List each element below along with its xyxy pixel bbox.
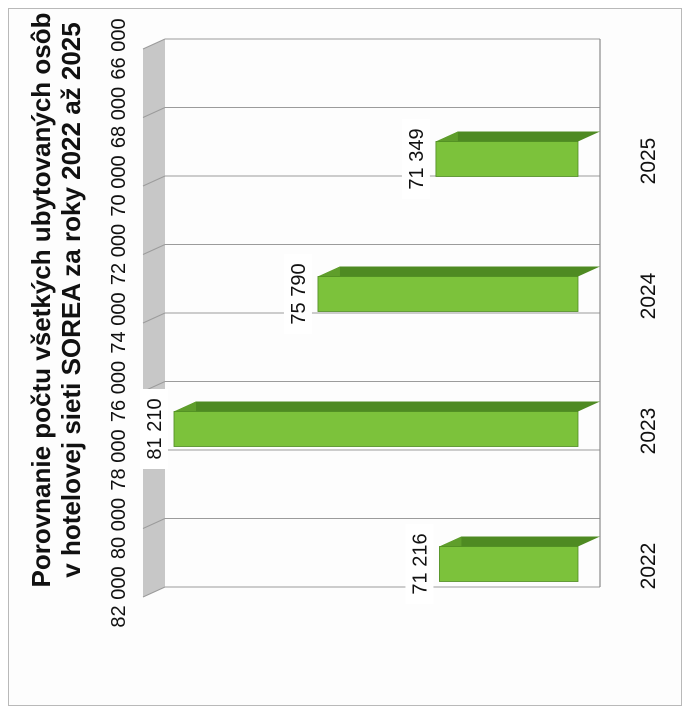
category-label: 2022 xyxy=(637,543,660,590)
category-label: 2024 xyxy=(637,272,660,319)
bar xyxy=(173,411,579,447)
value-tick-label: 74 000 xyxy=(108,292,130,353)
category-label: 2025 xyxy=(637,138,660,185)
bar xyxy=(317,276,579,312)
bar xyxy=(435,141,579,177)
data-label: 75 790 xyxy=(288,263,310,324)
value-tick-label: 82 000 xyxy=(108,566,130,627)
bar-top-face xyxy=(317,266,600,277)
chart-floor xyxy=(143,39,165,597)
bar-top-face xyxy=(439,536,600,547)
data-label-bg xyxy=(283,254,312,334)
data-label-bg xyxy=(139,389,168,469)
bar xyxy=(439,546,579,582)
category-label: 2023 xyxy=(637,408,660,455)
data-label-bg xyxy=(401,119,430,199)
bar-top-face xyxy=(435,131,600,142)
chart-frame xyxy=(8,8,682,706)
value-tick-label: 76 000 xyxy=(108,361,130,422)
chart-title-line: Porovnanie počtu všetkých ubytovaných os… xyxy=(26,12,56,587)
data-label-bg xyxy=(405,524,434,604)
bar-top-face xyxy=(173,401,600,412)
value-tick-label: 68 000 xyxy=(108,87,130,148)
value-tick-label: 70 000 xyxy=(108,155,130,216)
chart-title-line: v hotelovej sieti SOREA za roky 2022 až … xyxy=(56,22,86,577)
data-label: 81 210 xyxy=(144,398,166,459)
value-tick-label: 78 000 xyxy=(108,429,130,490)
value-tick-label: 72 000 xyxy=(108,224,130,285)
data-label: 71 216 xyxy=(409,533,431,594)
data-label: 71 349 xyxy=(406,128,428,189)
value-tick-label: 80 000 xyxy=(108,498,130,559)
value-tick-label: 66 000 xyxy=(108,18,130,79)
